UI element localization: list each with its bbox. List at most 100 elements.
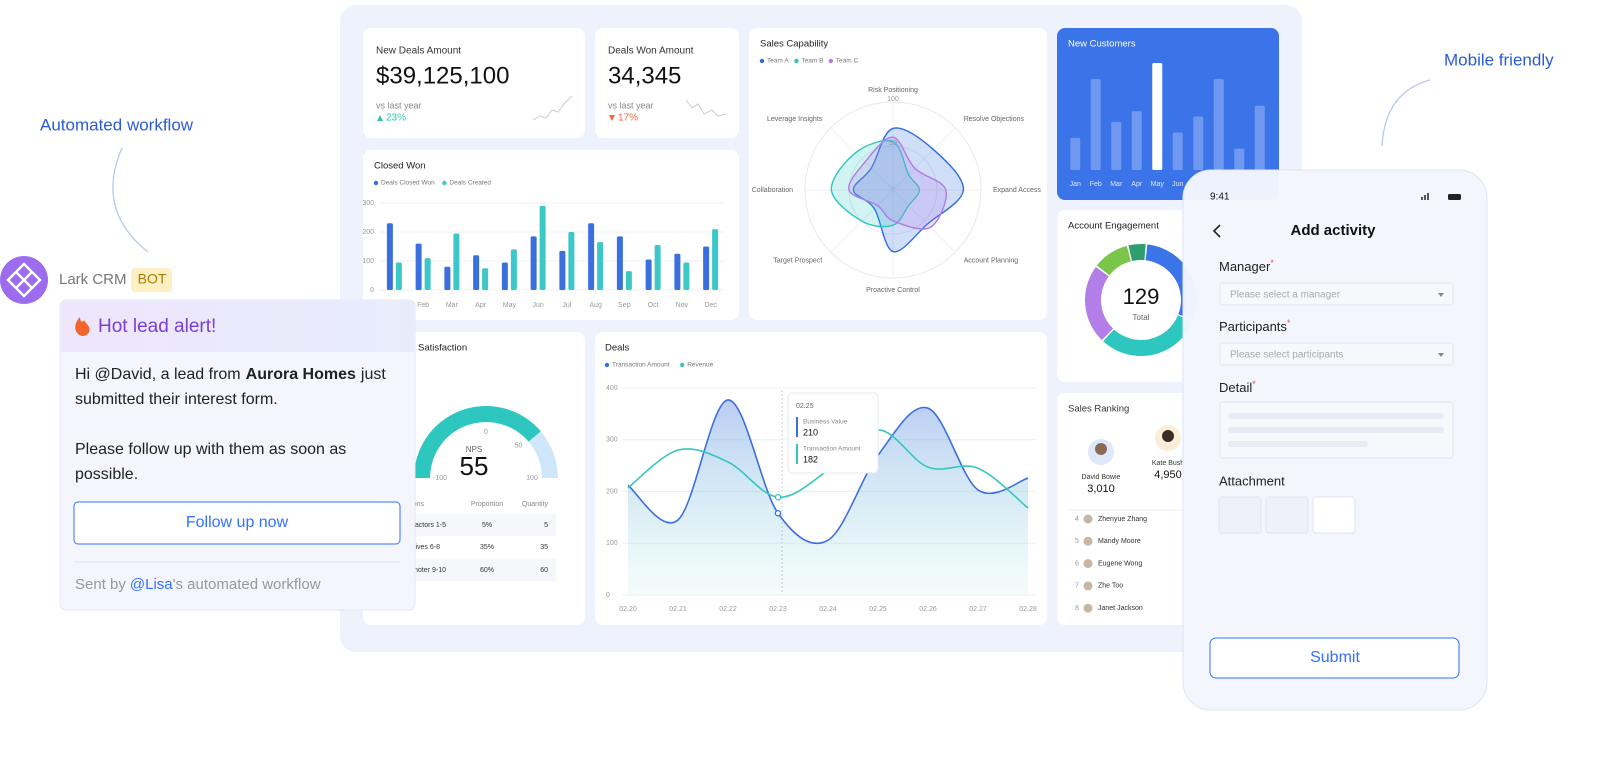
name: David Bowie [1082, 474, 1121, 481]
x-tick-label: Aug [589, 302, 602, 309]
legend-swatch [794, 58, 799, 64]
callout: Mobile friendly [1444, 50, 1554, 69]
bar [510, 249, 517, 290]
text: Hi @David, a lead from [75, 366, 241, 383]
x-tick-label: Oct [648, 302, 659, 309]
attachment-slot[interactable] [1218, 496, 1262, 534]
bar [482, 268, 489, 290]
avatar [1083, 581, 1093, 591]
bar [712, 229, 719, 290]
x-tick-label: 02.28 [1019, 606, 1037, 613]
bar [645, 259, 652, 290]
bar [568, 232, 575, 290]
legend-label: Team C [836, 58, 859, 65]
gauge-tick-label: 100 [526, 475, 538, 482]
up-arrow [377, 115, 383, 121]
y-tick-label: 100 [606, 540, 618, 547]
name: Kate Bush [1152, 460, 1184, 467]
axis-label: Collaboration [752, 187, 793, 194]
bar [1172, 132, 1183, 170]
x-tick-label: Apr [475, 302, 487, 309]
message-line: possible. [75, 466, 138, 483]
row-band [400, 559, 556, 581]
bot-name: Lark CRM [59, 271, 127, 288]
cell: Detractors 1-5 [402, 522, 446, 529]
bar [1090, 79, 1101, 170]
button-label[interactable]: Submit [1310, 649, 1360, 666]
y-tick-label: 0 [606, 592, 610, 599]
axis-label: Leverage Insights [767, 116, 823, 123]
required: * [1252, 379, 1256, 389]
bar [1254, 105, 1265, 170]
down-arrow [609, 115, 615, 121]
attachment-slot[interactable] [1312, 496, 1356, 534]
radar-area [852, 127, 965, 253]
legend-swatch [373, 180, 379, 186]
satisfaction-table: Options Proportion Quantity Detractors 1… [400, 501, 556, 581]
tooltip-value: 210 [803, 427, 818, 437]
placeholder: Please select participants [1230, 350, 1343, 361]
signal [1421, 193, 1429, 200]
donut-total-label: Total [1133, 313, 1150, 322]
text: Manager [1219, 259, 1271, 274]
legend-label: Team B [801, 58, 823, 65]
name: Mandy Moore [1098, 538, 1141, 545]
tooltip: 02.25 Business Value 210 Transaction Amo… [787, 392, 879, 474]
select[interactable] [1219, 342, 1454, 366]
mention[interactable]: @Lisa [130, 576, 173, 593]
gauge-tick-label: -100 [433, 475, 447, 482]
bar [424, 258, 431, 290]
axis-label: Resolve Objections [964, 116, 1025, 123]
field-label: Detail* [1219, 379, 1256, 395]
bar [1193, 116, 1204, 170]
back-button[interactable] [1212, 224, 1221, 238]
area [628, 399, 1028, 595]
kpi-title: Deals Won Amount [608, 46, 694, 57]
submit-button[interactable] [1209, 637, 1460, 679]
bar [395, 262, 402, 290]
card-title: Closed Won [374, 161, 426, 172]
alert-title: Hot lead alert! [98, 316, 216, 337]
x-tick-label: 02.26 [919, 606, 937, 613]
kpi-compare: vs last year [376, 100, 422, 110]
field-label: Manager* [1219, 258, 1274, 274]
spoke [892, 127, 956, 191]
message-line: Please follow up with them as soon as [75, 441, 346, 458]
placeholder: Please select a manager [1230, 290, 1341, 301]
cell: 35 [540, 544, 548, 551]
bar [444, 266, 451, 290]
y-tick-label: 300 [606, 437, 618, 444]
select[interactable] [1219, 282, 1454, 306]
donut-segment [1096, 245, 1131, 276]
axis-label: Account Planning [964, 258, 1019, 265]
connector [1381, 79, 1431, 147]
legend-swatch [604, 362, 610, 368]
follow-up-button[interactable] [73, 501, 401, 545]
radar-area [830, 139, 921, 228]
x-tick-label: Jun [532, 302, 543, 309]
bar [415, 243, 422, 290]
tooltip-box [787, 392, 879, 474]
y-tick-label: 300 [362, 200, 374, 207]
tooltip-swatch [796, 444, 798, 464]
attachment-slot[interactable] [1265, 496, 1309, 534]
row-band [400, 514, 556, 536]
rank: 7 [1075, 583, 1079, 590]
y-tick-label: 100 [362, 258, 374, 265]
x-tick-label: Jan [1070, 181, 1081, 188]
kpi-value: 34,345 [608, 62, 681, 89]
donut-total: 129 [1123, 284, 1160, 309]
kpi-value: $39,125,100 [376, 62, 509, 89]
button-label[interactable]: Follow up now [186, 514, 289, 531]
column-header: Proportion [471, 501, 503, 508]
cell: 60 [540, 567, 548, 574]
x-tick-label: Mar [1110, 181, 1123, 188]
message-line: Hi @David, a lead from Aurora Homes just [75, 366, 386, 383]
point-marker [774, 509, 782, 517]
legend-swatch [442, 180, 447, 186]
x-tick-label: Sep [618, 302, 631, 309]
x-tick-label: Jun [1172, 181, 1183, 188]
field-label: Participants* [1219, 318, 1291, 334]
bar [654, 245, 661, 290]
status-time: 9:41 [1210, 192, 1230, 203]
